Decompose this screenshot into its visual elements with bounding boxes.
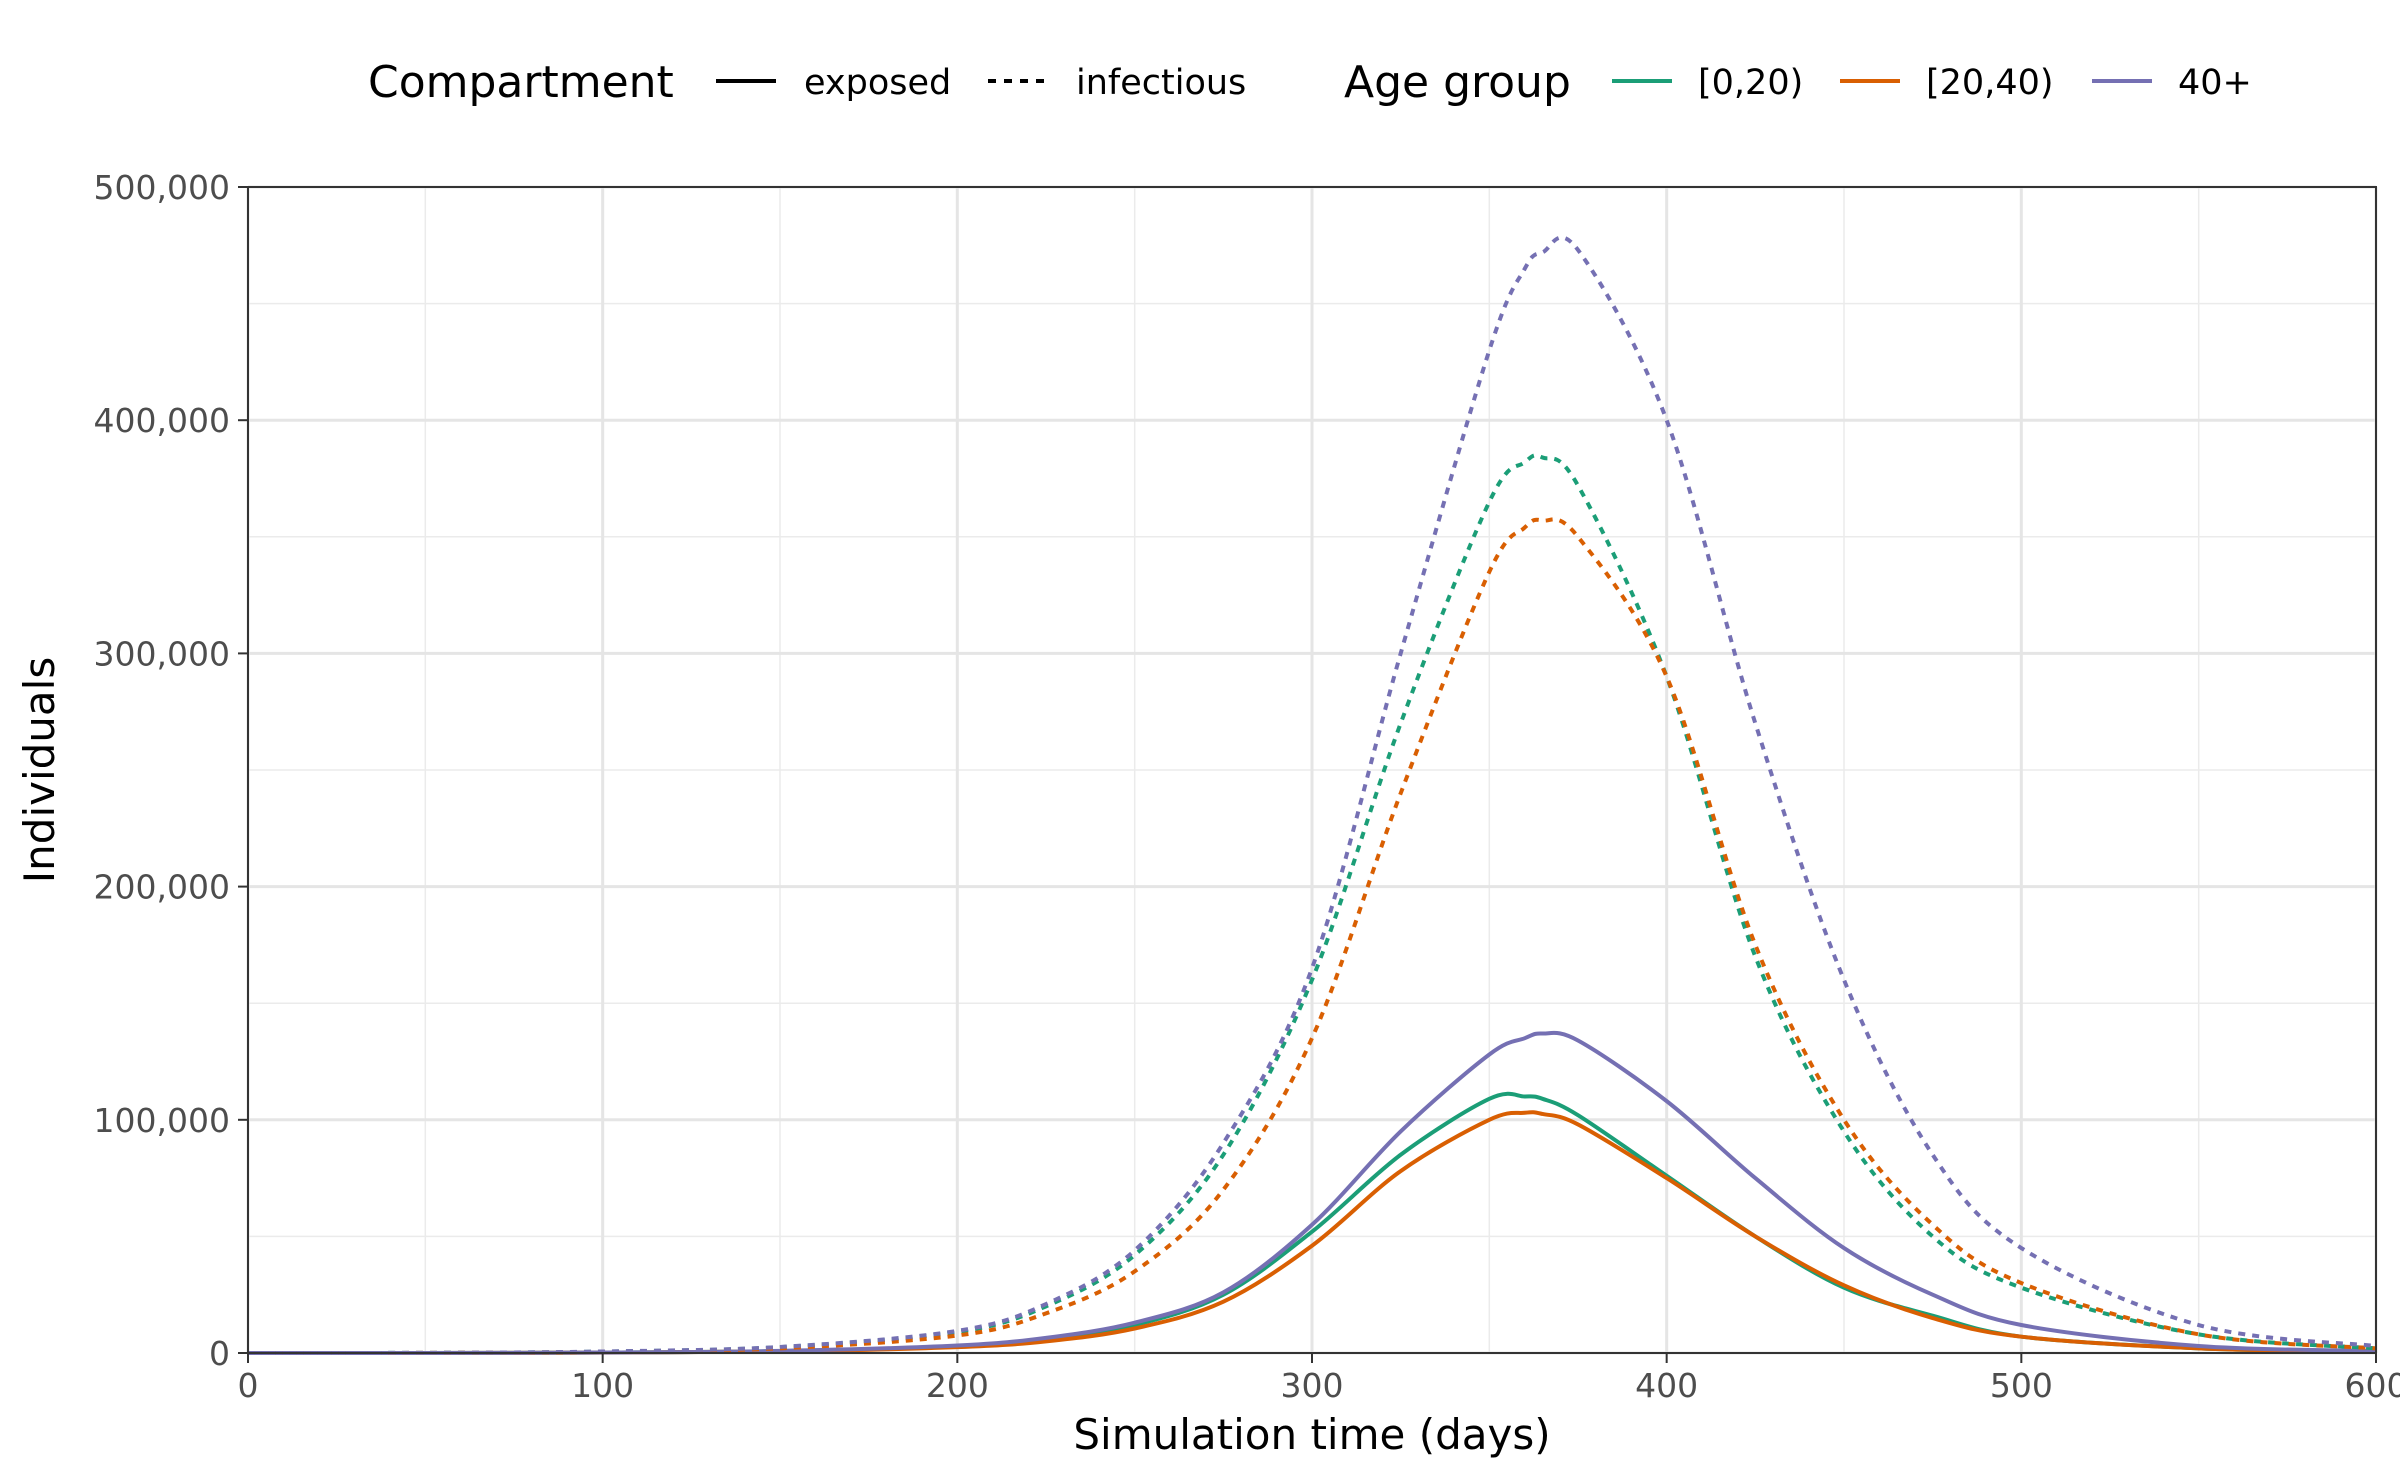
legend-infectious-label: infectious — [1076, 63, 1246, 103]
y-tick-label: 200,000 — [94, 868, 230, 907]
legend-compartment-title: Compartment — [368, 57, 674, 108]
y-tick-label: 400,000 — [94, 401, 230, 440]
y-axis-title: Individuals — [15, 657, 64, 883]
y-tick-label: 300,000 — [94, 634, 230, 673]
grid — [246, 185, 2378, 1355]
x-tick-label: 0 — [238, 1366, 259, 1405]
y-tick-label: 0 — [209, 1334, 230, 1373]
x-tick-label: 300 — [1281, 1366, 1344, 1405]
y-tick-label: 100,000 — [94, 1101, 230, 1140]
legend-age-title: Age group — [1344, 57, 1571, 108]
x-tick-label: 100 — [571, 1366, 634, 1405]
axes: 0 100 200 300 400 500 600 0 100,000 200,000 300,00… — [94, 168, 2400, 1405]
x-axis-title: Simulation time (days) — [1073, 1410, 1550, 1459]
legend-exposed-label: exposed — [804, 63, 951, 103]
x-tick-label: 400 — [1635, 1366, 1698, 1405]
series-line-exposed-40plus — [247, 1030, 2377, 1356]
x-tick-label: 200 — [926, 1366, 989, 1405]
y-tick-label: 500,000 — [94, 168, 230, 207]
legend-age-40plus-label: 40+ — [2178, 63, 2252, 103]
x-tick-label: 600 — [2345, 1366, 2400, 1405]
legend: Compartment exposed infectious Age group… — [368, 57, 2252, 108]
x-tick-label: 500 — [1990, 1366, 2053, 1405]
legend-age-0-20-label: [0,20) — [1698, 63, 1803, 103]
legend-age-20-40-label: [20,40) — [1926, 63, 2054, 103]
series — [247, 235, 2377, 1356]
